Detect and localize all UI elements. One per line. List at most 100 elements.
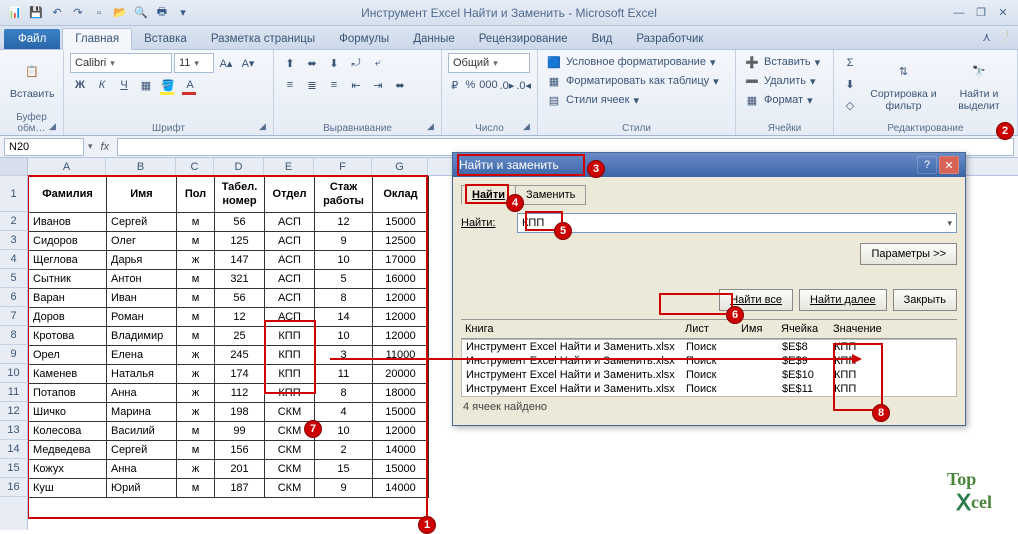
- comma-icon[interactable]: 000: [479, 75, 497, 95]
- table-cell[interactable]: 198: [215, 403, 265, 422]
- table-cell[interactable]: 156: [215, 441, 265, 460]
- new-icon[interactable]: ▫: [90, 4, 108, 22]
- table-cell[interactable]: 18000: [373, 384, 429, 403]
- table-cell[interactable]: 15000: [373, 213, 429, 232]
- table-cell[interactable]: 11: [315, 365, 373, 384]
- table-cell[interactable]: 99: [215, 422, 265, 441]
- col-header[interactable]: A: [28, 158, 106, 175]
- qat-more-icon[interactable]: ▾: [174, 4, 192, 22]
- row-header[interactable]: 16: [0, 478, 27, 497]
- table-cell[interactable]: ж: [177, 460, 215, 479]
- table-cell[interactable]: 187: [215, 479, 265, 498]
- table-row[interactable]: ДоровРоманм12АСП1412000: [29, 308, 429, 327]
- merge-icon[interactable]: ⬌: [390, 75, 410, 95]
- table-cell[interactable]: 10: [315, 422, 373, 441]
- fx-icon[interactable]: fx: [97, 141, 114, 153]
- table-cell[interactable]: ж: [177, 365, 215, 384]
- table-cell[interactable]: Анна: [107, 460, 177, 479]
- table-cell[interactable]: 12500: [373, 232, 429, 251]
- table-cell[interactable]: КПП: [265, 346, 315, 365]
- grow-font-icon[interactable]: A▴: [216, 53, 236, 73]
- table-cell[interactable]: м: [177, 270, 215, 289]
- print-preview-icon[interactable]: 🔍: [132, 4, 150, 22]
- col-book[interactable]: Книга: [461, 323, 681, 335]
- col-header[interactable]: D: [214, 158, 264, 175]
- table-cell[interactable]: Иван: [107, 289, 177, 308]
- cell-styles-button[interactable]: ▤Стили ячеек ▾: [544, 91, 729, 109]
- table-cell[interactable]: 4: [315, 403, 373, 422]
- orientation-icon[interactable]: ⤾: [346, 53, 366, 73]
- table-row[interactable]: СидоровОлегм125АСП912500: [29, 232, 429, 251]
- table-cell[interactable]: м: [177, 213, 215, 232]
- minimize-ribbon-icon[interactable]: ⋏: [982, 30, 991, 44]
- table-row[interactable]: ИвановСергейм56АСП1215000: [29, 213, 429, 232]
- page-layout-tab[interactable]: Разметка страницы: [199, 29, 327, 49]
- table-cell[interactable]: ж: [177, 384, 215, 403]
- name-box-arrow-icon[interactable]: ▾: [88, 141, 93, 152]
- results-list[interactable]: Инструмент Excel Найти и Заменить.xlsxПо…: [461, 339, 957, 397]
- table-cell[interactable]: Юрий: [107, 479, 177, 498]
- result-row[interactable]: Инструмент Excel Найти и Заменить.xlsxПо…: [462, 340, 956, 354]
- result-row[interactable]: Инструмент Excel Найти и Заменить.xlsxПо…: [462, 368, 956, 382]
- inc-decimal-icon[interactable]: .0▸: [500, 75, 515, 95]
- table-row[interactable]: ПотаповАннаж112КПП818000: [29, 384, 429, 403]
- table-row[interactable]: ОрелЕленаж245КПП311000: [29, 346, 429, 365]
- find-input[interactable]: КПП▾: [517, 213, 957, 233]
- table-cell[interactable]: 321: [215, 270, 265, 289]
- table-cell[interactable]: Куш: [29, 479, 107, 498]
- row-header[interactable]: 12: [0, 402, 27, 421]
- autosum-icon[interactable]: Σ: [840, 53, 860, 73]
- font-size-combo[interactable]: 11▾: [174, 53, 214, 73]
- col-header[interactable]: B: [106, 158, 176, 175]
- table-cell[interactable]: м: [177, 327, 215, 346]
- underline-icon[interactable]: Ч: [114, 75, 134, 95]
- table-cell[interactable]: 16000: [373, 270, 429, 289]
- table-cell[interactable]: 8: [315, 289, 373, 308]
- table-cell[interactable]: Медведева: [29, 441, 107, 460]
- align-right-icon[interactable]: ≡: [324, 75, 344, 95]
- table-cell[interactable]: 56: [215, 213, 265, 232]
- dec-decimal-icon[interactable]: .0◂: [516, 75, 531, 95]
- col-value[interactable]: Значение: [829, 323, 957, 335]
- table-cell[interactable]: Василий: [107, 422, 177, 441]
- close-window-icon[interactable]: ✕: [994, 6, 1012, 20]
- table-cell[interactable]: Доров: [29, 308, 107, 327]
- table-cell[interactable]: АСП: [265, 232, 315, 251]
- table-row[interactable]: КолесоваВасилийм99СКМ1012000: [29, 422, 429, 441]
- undo-icon[interactable]: ↶: [48, 4, 66, 22]
- table-cell[interactable]: Роман: [107, 308, 177, 327]
- table-cell[interactable]: 14000: [373, 441, 429, 460]
- align-center-icon[interactable]: ≣: [302, 75, 322, 95]
- format-cells-button[interactable]: ▦Формат ▾: [742, 91, 827, 109]
- select-all-corner[interactable]: [0, 158, 27, 176]
- table-row[interactable]: МедведеваСергейм156СКМ214000: [29, 441, 429, 460]
- table-cell[interactable]: 12: [215, 308, 265, 327]
- col-sheet[interactable]: Лист: [681, 323, 737, 335]
- table-cell[interactable]: 14: [315, 308, 373, 327]
- table-cell[interactable]: м: [177, 479, 215, 498]
- find-next-button[interactable]: Найти далее: [799, 289, 887, 311]
- name-box[interactable]: N20: [4, 138, 84, 156]
- currency-icon[interactable]: ₽: [448, 75, 462, 95]
- table-cell[interactable]: 12000: [373, 422, 429, 441]
- indent-inc-icon[interactable]: ⇥: [368, 75, 388, 95]
- table-cell[interactable]: СКМ: [265, 479, 315, 498]
- table-row[interactable]: СытникАнтонм321АСП516000: [29, 270, 429, 289]
- align-top-icon[interactable]: ⬆: [280, 53, 300, 73]
- italic-icon[interactable]: К: [92, 75, 112, 95]
- table-cell[interactable]: Анна: [107, 384, 177, 403]
- insert-cells-button[interactable]: ➕Вставить ▾: [742, 53, 827, 71]
- row-header[interactable]: 10: [0, 364, 27, 383]
- find-select-button[interactable]: 🔭 Найти и выделит: [947, 53, 1011, 121]
- number-launcher-icon[interactable]: ◢: [523, 121, 535, 133]
- table-cell[interactable]: 3: [315, 346, 373, 365]
- col-cell[interactable]: Ячейка: [777, 323, 829, 335]
- table-cell[interactable]: ж: [177, 251, 215, 270]
- row-header[interactable]: 14: [0, 440, 27, 459]
- file-tab[interactable]: Файл: [4, 29, 60, 49]
- number-format-combo[interactable]: Общий▾: [448, 53, 530, 73]
- table-cell[interactable]: Кротова: [29, 327, 107, 346]
- table-row[interactable]: ЩегловаДарьяж147АСП1017000: [29, 251, 429, 270]
- table-cell[interactable]: 2: [315, 441, 373, 460]
- table-cell[interactable]: 15000: [373, 403, 429, 422]
